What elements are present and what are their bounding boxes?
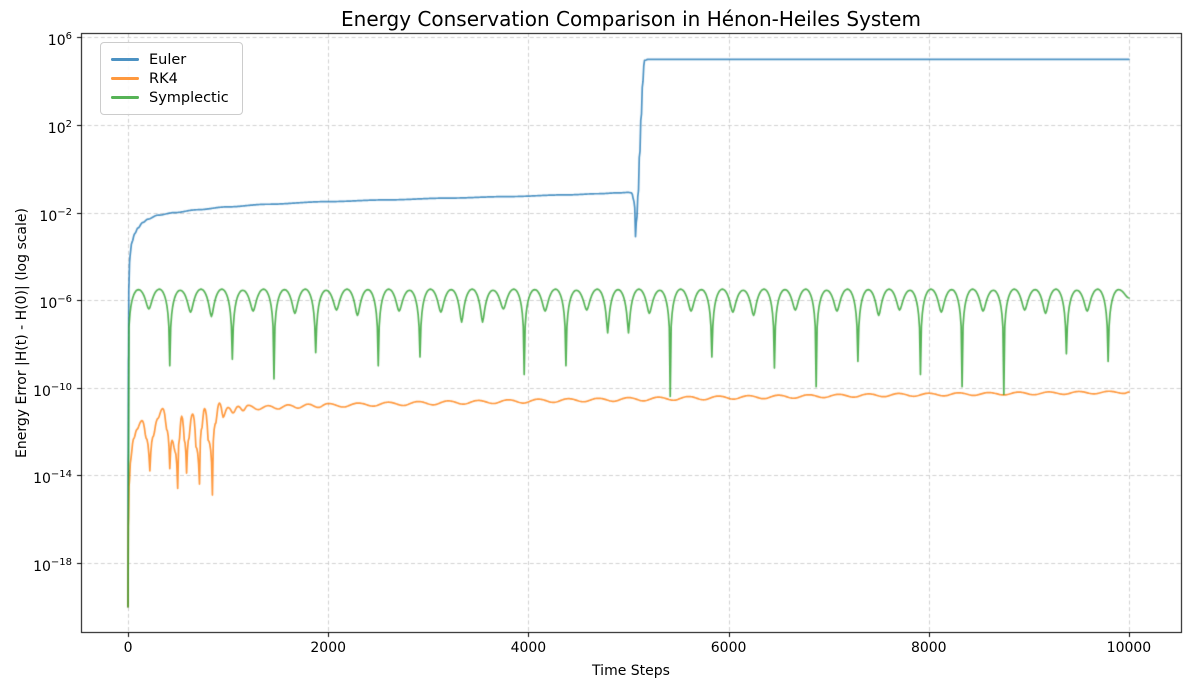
y-tick-exponent: −2 xyxy=(57,206,72,218)
y-tick-exponent: −18 xyxy=(50,556,72,568)
y-tick-label: 10−6 xyxy=(10,293,72,311)
legend-label: Symplectic xyxy=(149,89,229,106)
y-tick-label: 10−14 xyxy=(10,468,72,486)
y-tick-exponent: −14 xyxy=(50,469,72,481)
x-tick-label: 2000 xyxy=(310,640,347,656)
x-axis-label: Time Steps xyxy=(592,663,670,679)
x-tick-label: 10000 xyxy=(1106,640,1152,656)
legend-item-rk4: RK4 xyxy=(111,69,229,88)
legend-label: Euler xyxy=(149,51,187,68)
y-tick-base: 10 xyxy=(39,208,58,225)
legend-line-icon xyxy=(111,58,139,61)
legend: Euler RK4 Symplectic xyxy=(100,42,243,115)
y-tick-base: 10 xyxy=(33,471,51,488)
legend-item-euler: Euler xyxy=(111,50,229,69)
y-tick-base: 10 xyxy=(47,33,66,50)
y-tick-base: 10 xyxy=(47,120,66,137)
legend-line-icon xyxy=(111,77,139,80)
y-tick-base: 10 xyxy=(33,383,51,400)
x-tick-label: 4000 xyxy=(510,640,547,656)
legend-line-icon xyxy=(111,96,139,99)
y-tick-base: 10 xyxy=(39,296,58,313)
legend-label: RK4 xyxy=(149,70,178,87)
y-tick-exponent: −10 xyxy=(50,381,72,393)
legend-item-symplectic: Symplectic xyxy=(111,88,229,107)
y-axis-label: Energy Error |H(t) - H(0)| (log scale) xyxy=(14,208,30,458)
x-tick-label: 0 xyxy=(123,640,133,656)
y-tick-label: 10−18 xyxy=(10,556,72,574)
x-tick-label: 8000 xyxy=(910,640,947,656)
y-tick-exponent: 2 xyxy=(65,118,72,130)
y-tick-label: 106 xyxy=(10,30,72,48)
y-tick-label: 102 xyxy=(10,118,72,136)
y-tick-label: 10−2 xyxy=(10,206,72,224)
chart-title: Energy Conservation Comparison in Hénon-… xyxy=(341,7,921,31)
x-tick-label: 6000 xyxy=(710,640,747,656)
y-tick-base: 10 xyxy=(33,558,51,575)
y-tick-exponent: 6 xyxy=(65,31,72,43)
y-tick-exponent: −6 xyxy=(57,294,72,306)
y-tick-label: 10−10 xyxy=(10,381,72,399)
